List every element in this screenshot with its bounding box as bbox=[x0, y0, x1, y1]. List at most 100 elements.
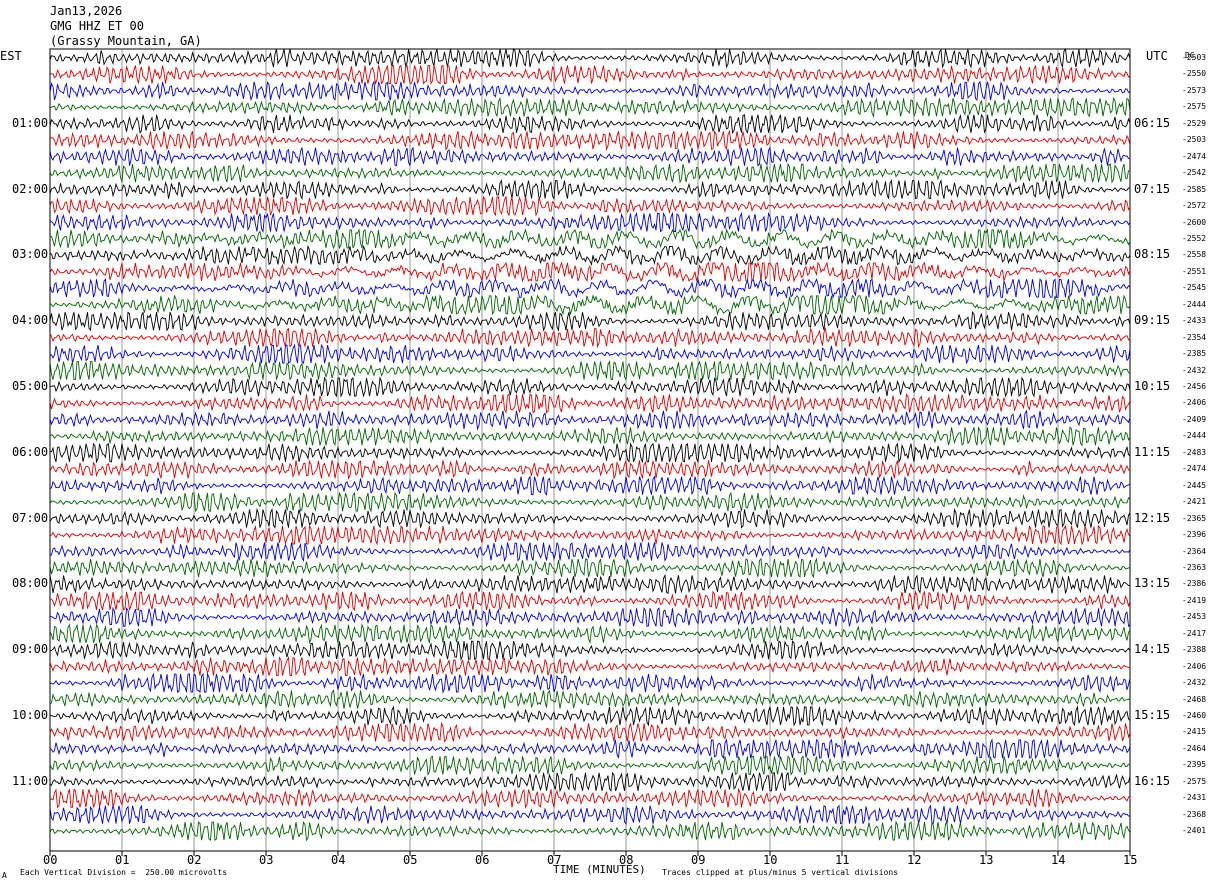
trace-line bbox=[49, 573, 1131, 595]
chart-station: GMG HHZ ET 00 bbox=[50, 19, 144, 33]
dc-offset-label: -2433 bbox=[1182, 316, 1207, 326]
dc-offset-label: -2386 bbox=[1182, 579, 1207, 589]
dc-offset-label: -2444 bbox=[1182, 431, 1207, 441]
dc-offset-label: -2432 bbox=[1182, 678, 1207, 688]
dc-offset-label: -2364 bbox=[1182, 546, 1207, 556]
x-tick-label: 15 bbox=[1123, 853, 1138, 867]
dc-offset-label: -2542 bbox=[1182, 168, 1207, 178]
left-hour-label: 05:00 bbox=[12, 379, 49, 393]
trace-line bbox=[49, 606, 1131, 629]
clip-note: Traces clipped at plus/minus 5 vertical … bbox=[662, 868, 899, 877]
x-tick-label: 07 bbox=[547, 853, 562, 867]
left-hour-label: 01:00 bbox=[12, 115, 49, 130]
left-hour-label: 03:00 bbox=[12, 247, 49, 262]
left-hour-label: 08:00 bbox=[12, 576, 49, 591]
x-tick-label: 13 bbox=[979, 853, 994, 867]
trace-line bbox=[49, 294, 1131, 316]
footnote-mark: A bbox=[2, 871, 7, 880]
trace-line bbox=[49, 491, 1131, 513]
dc-offset-label: -2585 bbox=[1182, 184, 1207, 194]
x-tick-label: 02 bbox=[187, 853, 202, 867]
left-timezone-label: EST bbox=[0, 49, 22, 63]
dc-offset-label: -2468 bbox=[1182, 694, 1207, 704]
trace-line bbox=[49, 426, 1131, 447]
x-tick-label: 05 bbox=[403, 853, 418, 867]
dc-offset-label: -2474 bbox=[1182, 464, 1207, 474]
dc-offset-label: -2572 bbox=[1182, 201, 1207, 211]
right-hour-label: 14:15 bbox=[1134, 642, 1171, 657]
plot-frame bbox=[49, 48, 1131, 852]
trace-line bbox=[49, 771, 1131, 793]
dc-offset-label: -2432 bbox=[1182, 365, 1207, 375]
trace-line bbox=[49, 820, 1131, 842]
trace-line bbox=[49, 689, 1131, 709]
trace-line bbox=[49, 80, 1131, 102]
dc-offset-label: -2474 bbox=[1182, 151, 1207, 161]
trace-line bbox=[49, 442, 1131, 464]
dc-offset-label: -2354 bbox=[1182, 332, 1207, 342]
dc-offset-label: -2558 bbox=[1182, 250, 1207, 260]
trace-line bbox=[49, 129, 1131, 152]
trace-line bbox=[49, 804, 1131, 825]
right-hour-label: 07:15 bbox=[1134, 181, 1171, 196]
dc-offset-label: -2431 bbox=[1182, 793, 1207, 803]
dc-offset-label: -2464 bbox=[1182, 743, 1207, 753]
x-tick-label: 14 bbox=[1051, 853, 1066, 867]
trace-line bbox=[49, 392, 1131, 415]
right-hour-label: 11:15 bbox=[1134, 444, 1171, 459]
x-tick-label: 12 bbox=[907, 853, 922, 867]
dc-offset-label: -2503 bbox=[1182, 135, 1207, 145]
right-hour-label: 16:15 bbox=[1134, 773, 1171, 788]
trace-line bbox=[49, 541, 1131, 563]
trace-line bbox=[49, 47, 1131, 69]
dc-offset-label: -2385 bbox=[1182, 349, 1207, 359]
trace-line bbox=[49, 787, 1131, 809]
left-hour-label: 11:00 bbox=[12, 773, 49, 788]
dc-offset-label: -2406 bbox=[1182, 661, 1207, 671]
trace-line bbox=[49, 507, 1131, 529]
right-hour-label: 09:15 bbox=[1134, 313, 1171, 328]
dc-offset-label: -2600 bbox=[1182, 217, 1207, 227]
dc-offset-label: -2550 bbox=[1182, 69, 1207, 79]
trace-line bbox=[49, 146, 1131, 167]
trace-line bbox=[49, 311, 1131, 332]
dc-offset-label: -2483 bbox=[1182, 447, 1207, 457]
trace-line bbox=[49, 244, 1131, 267]
trace-line bbox=[49, 738, 1131, 760]
x-axis-ticks bbox=[49, 851, 1131, 856]
dc-offset-label: -2409 bbox=[1182, 414, 1207, 424]
dc-offset-header: DC bbox=[1185, 51, 1195, 60]
x-tick-label: 09 bbox=[691, 853, 706, 867]
trace-line bbox=[49, 409, 1131, 431]
trace-line bbox=[49, 162, 1131, 184]
trace-line bbox=[49, 623, 1131, 645]
trace-line bbox=[49, 360, 1131, 382]
dc-offset-label: -2575 bbox=[1182, 776, 1207, 786]
dc-offset-label: -2453 bbox=[1182, 612, 1207, 622]
dc-offset-label: -2460 bbox=[1182, 711, 1207, 720]
x-tick-label: 10 bbox=[763, 853, 778, 867]
right-hour-label: 06:15 bbox=[1134, 115, 1171, 130]
trace-line bbox=[49, 590, 1131, 612]
trace-line bbox=[49, 655, 1131, 677]
left-hour-label: 04:00 bbox=[12, 313, 49, 328]
dc-offset-label: -2445 bbox=[1182, 480, 1207, 490]
trace-line bbox=[49, 705, 1131, 727]
dc-offset-label: -2551 bbox=[1182, 266, 1207, 276]
trace-line bbox=[49, 475, 1131, 496]
right-hour-label: 15:15 bbox=[1134, 708, 1171, 722]
dc-offset-label: -2444 bbox=[1182, 299, 1207, 309]
left-hour-label: 09:00 bbox=[12, 642, 49, 657]
dc-offset-label: -2396 bbox=[1182, 530, 1207, 540]
dc-offset-label: -2365 bbox=[1182, 513, 1207, 523]
x-tick-label: 11 bbox=[835, 853, 850, 867]
trace-line bbox=[49, 64, 1131, 86]
dc-offset-label: -2419 bbox=[1182, 595, 1207, 605]
dc-offset-label: -2529 bbox=[1182, 118, 1207, 128]
trace-line bbox=[49, 343, 1131, 365]
dc-offset-label: -2401 bbox=[1182, 826, 1207, 836]
trace-line bbox=[49, 211, 1131, 233]
x-tick-label: 04 bbox=[331, 853, 346, 867]
trace-line bbox=[49, 277, 1131, 300]
dc-offset-label: -2421 bbox=[1182, 497, 1207, 507]
